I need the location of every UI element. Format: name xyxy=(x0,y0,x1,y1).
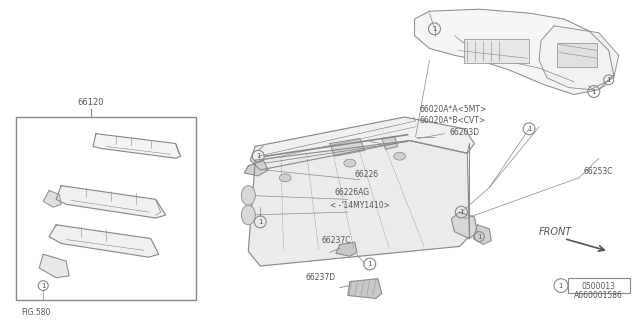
Text: 66237D: 66237D xyxy=(305,273,335,282)
Text: 66253C: 66253C xyxy=(584,167,613,176)
Polygon shape xyxy=(348,279,381,298)
Text: 1: 1 xyxy=(591,89,596,94)
Text: 66020A*A<5MT>: 66020A*A<5MT> xyxy=(420,105,487,114)
Polygon shape xyxy=(39,254,69,278)
Polygon shape xyxy=(539,26,619,90)
Text: < -'14MY1410>: < -'14MY1410> xyxy=(330,201,390,210)
Text: 0500013: 0500013 xyxy=(582,282,616,291)
Polygon shape xyxy=(330,139,365,156)
Text: 1: 1 xyxy=(527,126,531,132)
Text: 66120: 66120 xyxy=(77,98,104,107)
Ellipse shape xyxy=(394,152,406,160)
Polygon shape xyxy=(248,140,469,266)
Bar xyxy=(557,43,596,67)
Text: FIG.580: FIG.580 xyxy=(21,308,51,317)
Ellipse shape xyxy=(344,159,356,167)
Text: 1: 1 xyxy=(559,283,563,289)
Polygon shape xyxy=(381,137,397,149)
Text: 1: 1 xyxy=(256,153,260,159)
Polygon shape xyxy=(336,243,357,256)
Polygon shape xyxy=(250,117,474,170)
Text: 1: 1 xyxy=(459,209,463,215)
Text: 1: 1 xyxy=(258,219,262,225)
Text: FRONT: FRONT xyxy=(539,227,572,236)
Bar xyxy=(465,39,529,63)
Text: 1: 1 xyxy=(367,261,372,267)
Ellipse shape xyxy=(241,205,255,225)
Text: 66226AG: 66226AG xyxy=(335,188,370,197)
Polygon shape xyxy=(44,190,61,207)
FancyBboxPatch shape xyxy=(568,278,630,293)
Text: 1: 1 xyxy=(607,77,611,83)
Text: A660001586: A660001586 xyxy=(574,291,623,300)
Polygon shape xyxy=(244,160,268,176)
Polygon shape xyxy=(93,134,180,158)
Polygon shape xyxy=(415,9,614,94)
Text: 66226: 66226 xyxy=(355,170,379,179)
Text: 1: 1 xyxy=(41,283,45,289)
Text: 66237C: 66237C xyxy=(322,236,351,245)
Polygon shape xyxy=(474,225,492,244)
Polygon shape xyxy=(451,212,477,238)
Text: 66203D: 66203D xyxy=(449,128,479,137)
Text: 66020A*B<CVT>: 66020A*B<CVT> xyxy=(420,116,486,125)
Ellipse shape xyxy=(279,174,291,182)
Polygon shape xyxy=(56,186,166,218)
Bar xyxy=(17,117,196,300)
Text: 1: 1 xyxy=(477,234,481,240)
Polygon shape xyxy=(49,225,159,257)
Ellipse shape xyxy=(241,186,255,205)
Text: 1: 1 xyxy=(432,26,436,32)
